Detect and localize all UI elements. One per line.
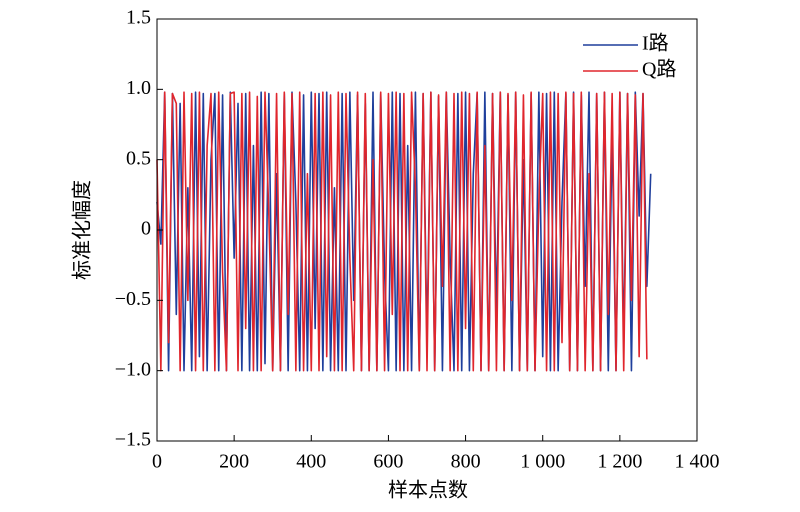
legend-label: I路 bbox=[642, 32, 669, 55]
legend-label: Q路 bbox=[642, 58, 676, 81]
x-tick-label: 1 400 bbox=[675, 451, 720, 473]
x-tick-label: 0 bbox=[152, 451, 162, 473]
y-tick-label: 1.0 bbox=[126, 77, 151, 99]
series-line bbox=[156, 91, 648, 372]
y-tick-label: −1.5 bbox=[115, 429, 151, 451]
y-axis-label: 标准化幅度 bbox=[71, 180, 94, 280]
y-tick-label: 0 bbox=[141, 218, 151, 240]
y-tick-label: 0.5 bbox=[126, 147, 151, 169]
y-tick-label: −1.0 bbox=[115, 358, 151, 380]
x-tick-label: 1 000 bbox=[520, 451, 565, 473]
y-tick-label: 1.5 bbox=[126, 7, 151, 29]
x-tick-label: 200 bbox=[219, 451, 249, 473]
x-tick-label: 400 bbox=[296, 451, 326, 473]
x-tick-label: 600 bbox=[373, 451, 403, 473]
x-axis-label: 样本点数 bbox=[388, 479, 468, 502]
plot-frame bbox=[156, 18, 698, 442]
y-tick-label: −0.5 bbox=[115, 288, 151, 310]
x-tick-label: 1 200 bbox=[597, 451, 642, 473]
x-tick-label: 800 bbox=[451, 451, 481, 473]
